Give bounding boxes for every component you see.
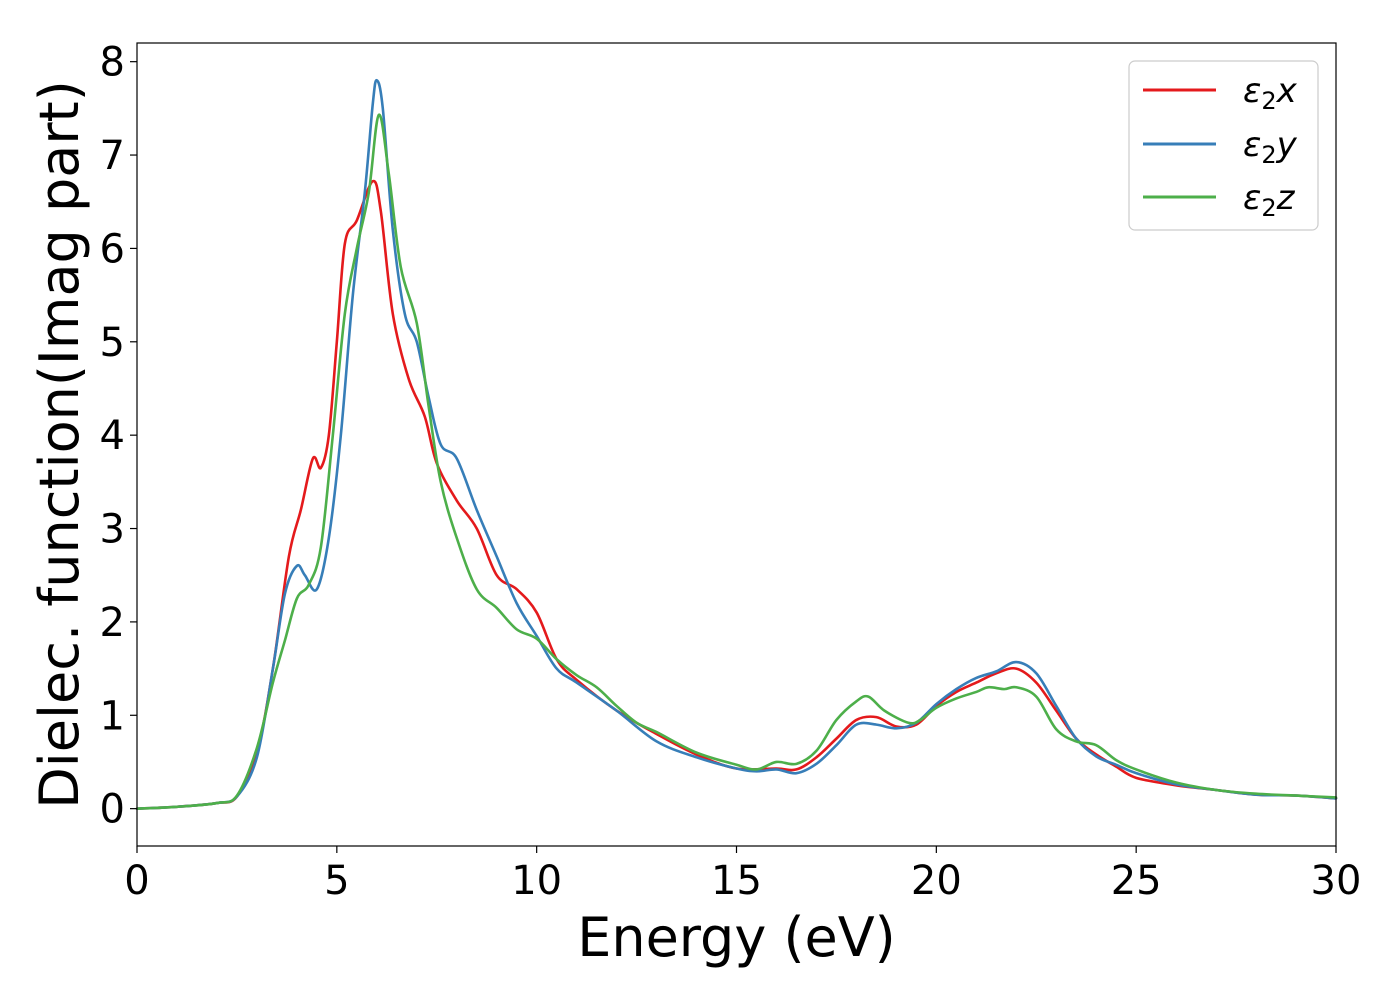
y-tick-label: 4 <box>100 413 125 459</box>
series-line-e2y <box>135 79 1338 810</box>
y-tick-label: 0 <box>100 787 125 833</box>
legend-box <box>1128 60 1319 231</box>
y-tick-label: 6 <box>100 226 125 272</box>
series-layer <box>135 79 1338 810</box>
y-tick-label: 5 <box>100 320 125 366</box>
x-tick-label: 30 <box>1311 858 1362 904</box>
series-line-e2z <box>135 113 1338 810</box>
y-tick-label: 7 <box>100 133 125 179</box>
legend-entry-label: ε2x <box>1243 71 1298 115</box>
x-axis-label: Energy (eV) <box>577 906 896 969</box>
legend-entry-label: ε2y <box>1243 125 1298 169</box>
y-tick-label: 3 <box>100 507 125 553</box>
x-tick-label: 25 <box>1111 858 1162 904</box>
x-tick-label: 15 <box>711 858 762 904</box>
y-tick-label: 2 <box>100 600 125 646</box>
x-tick-label: 10 <box>511 858 562 904</box>
y-axis-label: Dielec. function(Imag part) <box>28 80 91 809</box>
x-axis: 0 5 10 15 20 25 30 <box>124 846 1361 904</box>
y-axis: 0 1 2 3 4 5 6 7 8 <box>100 40 137 833</box>
legend-entry-label: ε2z <box>1243 178 1296 222</box>
x-tick-label: 0 <box>124 858 149 904</box>
x-tick-label: 5 <box>324 858 349 904</box>
y-tick-label: 1 <box>100 693 125 739</box>
x-tick-label: 20 <box>911 858 962 904</box>
y-tick-label: 8 <box>100 40 125 86</box>
legend: ε2x ε2y ε2z <box>1128 60 1319 231</box>
